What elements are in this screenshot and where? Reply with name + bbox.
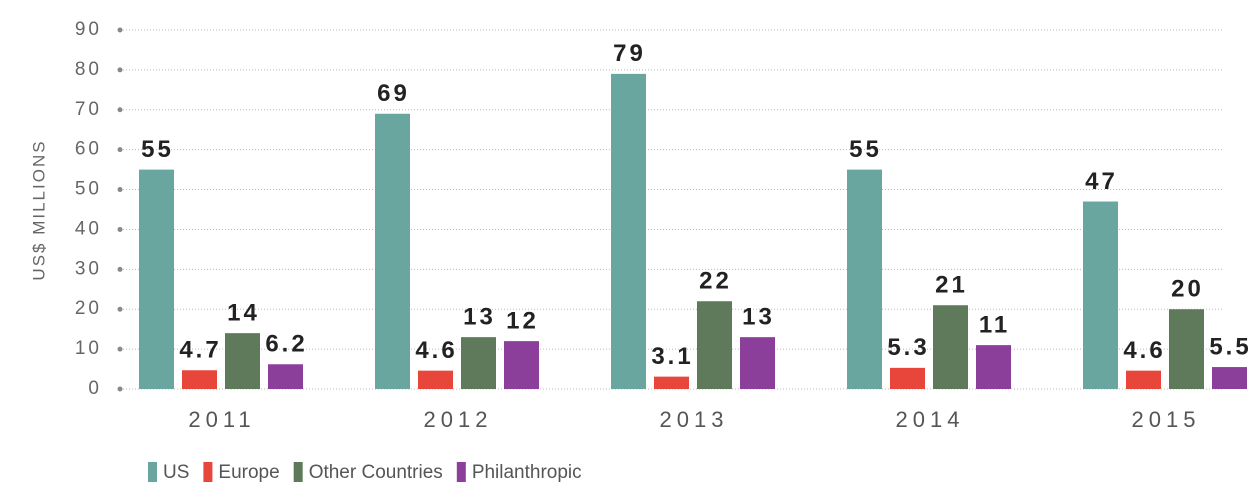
bar <box>890 367 925 389</box>
value-label: 69 <box>377 80 410 107</box>
tick-dot <box>117 187 123 193</box>
value-label: 55 <box>849 136 882 163</box>
value-label: 20 <box>1171 276 1204 303</box>
x-tick-label: 2013 <box>660 407 729 432</box>
value-label: 5.3 <box>887 334 929 361</box>
tick-dot <box>117 266 123 272</box>
x-tick-label: 2011 <box>188 407 255 432</box>
y-tick-label: 90 <box>75 19 102 40</box>
tick-dot <box>117 107 123 113</box>
value-label: 79 <box>613 40 646 67</box>
value-label: 3.1 <box>651 343 693 370</box>
bar <box>611 73 646 389</box>
bar <box>375 113 410 390</box>
tick-dot <box>117 306 123 312</box>
x-tick-label: 2015 <box>1132 407 1201 432</box>
bar <box>182 370 217 389</box>
tick-dot <box>117 27 123 33</box>
bar <box>1212 367 1247 389</box>
value-label: 13 <box>463 303 496 330</box>
bar <box>847 169 882 389</box>
y-tick-label: 60 <box>75 139 102 160</box>
value-label: 6.2 <box>265 331 307 358</box>
tick-dot <box>117 226 123 232</box>
legend-label: Philanthropic <box>472 462 582 483</box>
value-label: 14 <box>227 299 260 326</box>
value-label: 4.6 <box>415 337 457 364</box>
y-tick-label: 80 <box>75 59 102 80</box>
y-axis-label: US$ MILLIONS <box>29 139 48 280</box>
y-tick-label: 10 <box>75 338 102 359</box>
y-tick-label: 0 <box>88 378 102 399</box>
bar <box>1126 370 1161 389</box>
legend-swatch <box>456 462 466 482</box>
y-tick-label: 70 <box>75 99 102 120</box>
value-label: 13 <box>742 303 775 330</box>
bar <box>418 370 453 389</box>
bar <box>139 169 174 389</box>
legend-label: US <box>163 462 189 483</box>
legend-swatch <box>148 462 157 482</box>
legend-label: Europe <box>218 462 279 483</box>
bar <box>976 345 1011 389</box>
bar <box>654 376 689 389</box>
value-label: 12 <box>506 307 539 334</box>
x-tick-label: 2012 <box>424 407 493 432</box>
bar <box>1083 201 1118 389</box>
value-label: 11 <box>979 311 1010 338</box>
legend-swatch <box>293 462 303 482</box>
legend-label: Other Countries <box>309 462 443 483</box>
bar <box>268 364 303 389</box>
bar <box>504 341 539 389</box>
bar <box>933 305 968 389</box>
value-label: 4.6 <box>1123 337 1165 364</box>
legend-swatch <box>203 462 213 482</box>
bar <box>697 301 732 389</box>
x-tick-label: 2014 <box>896 407 965 432</box>
tick-dot <box>117 67 123 73</box>
bar <box>1169 309 1204 389</box>
bar <box>740 337 775 389</box>
y-tick-label: 50 <box>75 179 102 200</box>
bar <box>461 337 496 389</box>
value-label: 47 <box>1085 168 1118 195</box>
y-tick-label: 40 <box>75 218 102 239</box>
value-label: 21 <box>935 272 968 299</box>
y-tick-label: 20 <box>75 298 102 319</box>
tick-dot <box>117 147 123 153</box>
value-label: 5.5 <box>1209 333 1251 360</box>
value-label: 4.7 <box>179 337 221 364</box>
bar <box>225 333 260 389</box>
value-label: 22 <box>699 268 732 295</box>
tick-dot <box>117 346 123 352</box>
y-tick-label: 30 <box>75 258 102 279</box>
value-label: 55 <box>141 136 174 163</box>
tick-dot <box>117 386 123 392</box>
